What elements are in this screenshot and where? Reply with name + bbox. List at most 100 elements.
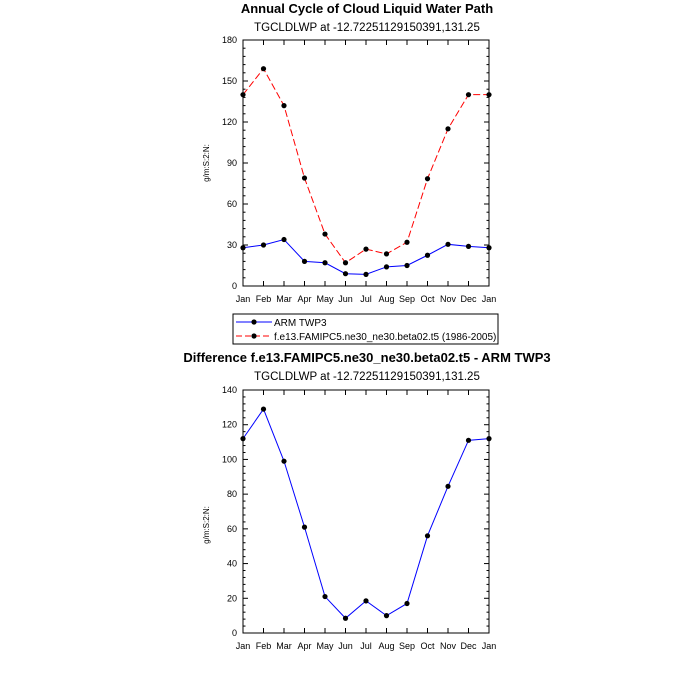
x-tick-label: Jun	[338, 294, 353, 304]
data-point	[363, 598, 369, 604]
data-point	[445, 483, 451, 489]
x-tick-label: Jan	[236, 641, 251, 651]
data-point	[260, 242, 267, 248]
data-point	[342, 260, 349, 266]
y-tick-label: 180	[222, 35, 237, 45]
y-tick-label: 60	[227, 524, 237, 534]
x-tick-label: Sep	[399, 294, 415, 304]
chart-difference: Difference f.e13.FAMIPC5.ne30_ne30.beta0…	[183, 350, 550, 651]
y-tick-label: 20	[227, 593, 237, 603]
data-point	[281, 458, 287, 464]
data-point	[301, 258, 308, 264]
legend-box	[232, 313, 499, 345]
data-point	[404, 239, 410, 245]
data-point	[281, 236, 287, 243]
axes-frame: 0 30 60 90 120 150 180 Jan Feb Mar Apr May Jun Jul Aug…	[222, 35, 496, 304]
axes-frame: 0 20 40 60 80 100 120 140 Jan Feb Mar Apr May Jun Jul A…	[222, 385, 496, 651]
y-tick-label: 150	[222, 76, 237, 86]
y-tick-label: 100	[222, 454, 237, 464]
data-point	[301, 175, 308, 181]
x-tick-label: Apr	[297, 294, 311, 304]
data-point	[465, 243, 472, 249]
data-point	[424, 252, 431, 258]
x-tick-label: Aug	[378, 641, 394, 651]
y-tick-label: 140	[222, 385, 237, 395]
data-point	[383, 613, 390, 619]
x-tick-label: Nov	[440, 294, 457, 304]
legend: ARM TWP3 f.e13.FAMIPC5.ne30_ne30.beta02.…	[232, 313, 499, 345]
data-point	[322, 231, 328, 237]
data-point	[240, 92, 246, 98]
data-point	[424, 533, 431, 539]
x-tick-label: Feb	[256, 294, 272, 304]
data-point	[240, 436, 246, 442]
x-tick-label: May	[316, 641, 334, 651]
y-tick-label: 40	[227, 559, 237, 569]
y-tick-label: 80	[227, 489, 237, 499]
data-point	[486, 92, 492, 98]
y-tick-label: 30	[227, 240, 237, 250]
data-point	[445, 126, 451, 132]
x-tick-label: Apr	[297, 641, 311, 651]
x-tick-label: Jun	[338, 641, 353, 651]
y-axis-label: g/m:S:2:N:	[202, 506, 211, 544]
plot-marks	[240, 66, 492, 277]
plot-marks	[240, 406, 492, 621]
x-tick-label: Aug	[378, 294, 394, 304]
chart-subtitle: TGCLDLWP at -12.72251129150391,131.25	[254, 371, 480, 383]
x-tick-label: Feb	[256, 641, 272, 651]
chart-subtitle: TGCLDLWP at -12.72251129150391,131.25	[254, 22, 480, 34]
data-point	[363, 246, 369, 252]
y-tick-label: 120	[222, 420, 237, 430]
legend-marker-arm	[251, 319, 257, 325]
x-tick-label: Jan	[482, 641, 497, 651]
x-tick-label: Jan	[236, 294, 251, 304]
data-point	[486, 436, 492, 442]
data-point	[260, 66, 267, 72]
y-tick-label: 120	[222, 117, 237, 127]
chart-annual-cycle: Annual Cycle of Cloud Liquid Water Path …	[202, 1, 499, 345]
legend-marker-model	[251, 333, 257, 339]
legend-label-model: f.e13.FAMIPC5.ne30_ne30.beta02.t5 (1986-…	[274, 332, 496, 343]
x-tick-label: Dec	[460, 294, 477, 304]
series-line-0	[242, 408, 490, 619]
x-tick-label: Oct	[420, 641, 435, 651]
x-tick-label: Jul	[360, 294, 372, 304]
data-point	[342, 271, 349, 277]
y-tick-label: 0	[232, 281, 237, 291]
data-point	[486, 245, 492, 251]
data-point	[363, 271, 369, 277]
legend-label-arm: ARM TWP3	[274, 318, 327, 329]
data-point	[404, 600, 410, 607]
chart-title: Difference f.e13.FAMIPC5.ne30_ne30.beta0…	[183, 350, 550, 365]
x-tick-label: Dec	[460, 641, 477, 651]
plot-frame	[242, 389, 490, 634]
x-tick-label: Jul	[360, 641, 372, 651]
data-point	[260, 406, 267, 412]
data-point	[465, 92, 472, 98]
y-axis-label: g/m:S:2:N:	[202, 144, 211, 182]
chart-title: Annual Cycle of Cloud Liquid Water Path	[241, 1, 493, 16]
y-tick-label: 60	[227, 199, 237, 209]
x-tick-label: Sep	[399, 641, 415, 651]
x-tick-label: May	[316, 294, 334, 304]
data-point	[322, 260, 328, 266]
y-tick-label: 90	[227, 158, 237, 168]
x-tick-label: Nov	[440, 641, 457, 651]
series-line-1	[242, 67, 489, 264]
x-tick-label: Jan	[482, 294, 497, 304]
x-tick-label: Oct	[420, 294, 435, 304]
data-point	[424, 176, 431, 182]
data-point	[465, 437, 472, 443]
data-point	[322, 593, 328, 600]
data-point	[383, 251, 390, 257]
data-point	[445, 241, 451, 247]
data-point	[301, 524, 308, 530]
data-point	[240, 245, 246, 251]
y-tick-label: 0	[232, 628, 237, 638]
data-point	[342, 615, 349, 621]
data-point	[383, 264, 390, 270]
series-line-0	[242, 238, 490, 275]
x-tick-label: Mar	[276, 641, 292, 651]
